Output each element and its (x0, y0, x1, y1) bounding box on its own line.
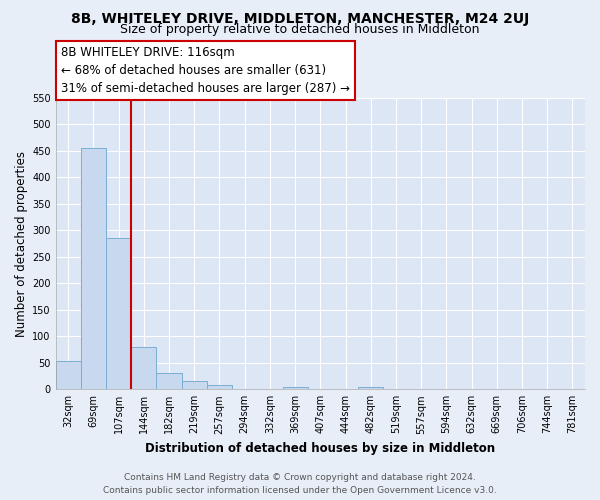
Bar (81, 148, 106, 390)
Bar (106, 238, 131, 390)
Text: 8B WHITELEY DRIVE: 116sqm
← 68% of detached houses are smaller (631)
31% of semi: 8B WHITELEY DRIVE: 116sqm ← 68% of detac… (61, 46, 350, 95)
X-axis label: Distribution of detached houses by size in Middleton: Distribution of detached houses by size … (145, 442, 496, 455)
Bar (283, 386, 308, 390)
Bar (56, 361, 81, 390)
Bar (157, 373, 182, 390)
Bar (182, 381, 207, 390)
Text: 8B, WHITELEY DRIVE, MIDDLETON, MANCHESTER, M24 2UJ: 8B, WHITELEY DRIVE, MIDDLETON, MANCHESTE… (71, 12, 529, 26)
Y-axis label: Number of detached properties: Number of detached properties (15, 150, 28, 336)
Text: Contains HM Land Registry data © Crown copyright and database right 2024.
Contai: Contains HM Land Registry data © Crown c… (103, 474, 497, 495)
Bar (358, 387, 383, 390)
Bar (207, 385, 232, 390)
Bar (131, 348, 157, 390)
Text: Size of property relative to detached houses in Middleton: Size of property relative to detached ho… (120, 22, 480, 36)
